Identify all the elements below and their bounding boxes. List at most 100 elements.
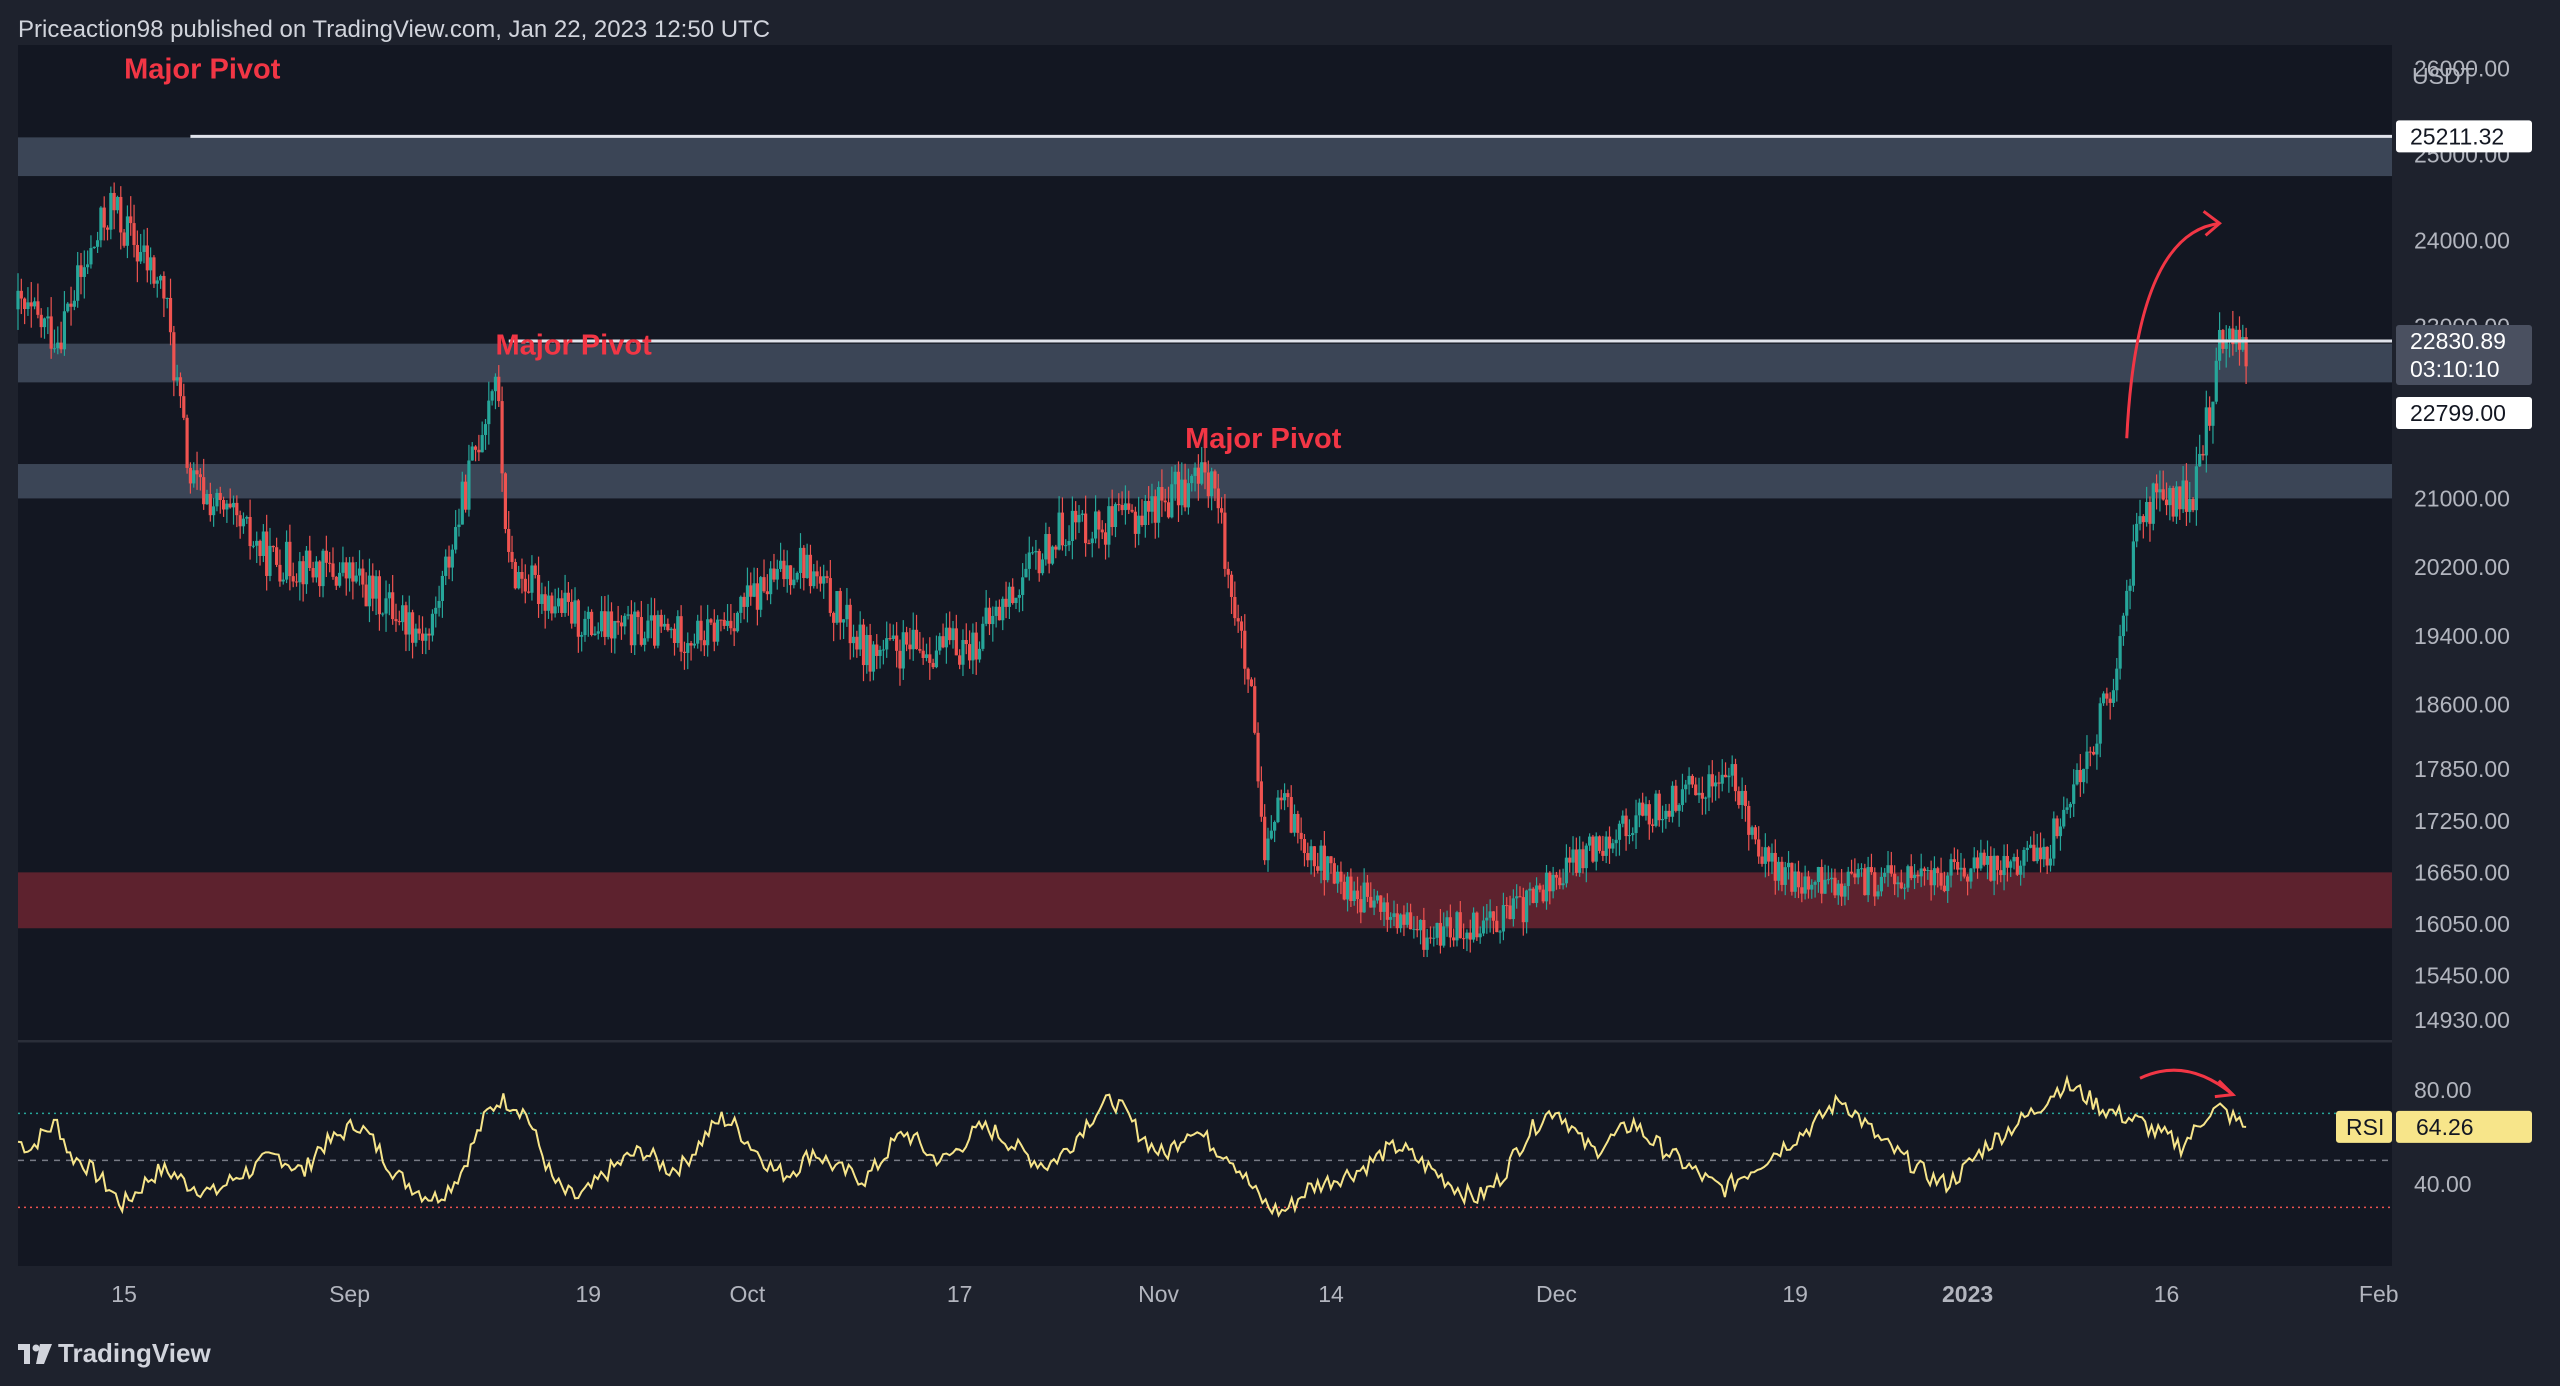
candle-body [832,612,836,623]
candle-body [95,240,100,247]
candle-body [1405,912,1409,925]
candle-body [1017,594,1021,598]
candle-body [546,595,551,611]
candle-body [497,376,501,402]
candle-body [149,257,153,271]
candle-body [580,635,584,637]
candle-body [1452,937,1456,941]
rsi-pane-background [18,1043,2392,1266]
candle-body [1422,919,1426,950]
last-price-tag-text: 22799.00 [2410,400,2506,426]
candle-body [848,604,852,644]
candle-body [2161,489,2165,500]
candle-body [1408,912,1413,930]
candle-body [281,579,285,582]
candle-body [1087,543,1091,545]
candle-body [1710,774,1714,787]
candle-body [1525,890,1529,923]
candle-body [2141,516,2145,523]
candle-body [1418,919,1423,931]
tradingview-brand[interactable]: TradingView [18,1338,211,1369]
candle-body [1223,512,1227,569]
candle-body [195,470,199,475]
candle-body [1389,916,1393,920]
candle-body [1780,861,1784,885]
candle-body [450,549,454,568]
candle-body [722,619,726,626]
candle-body [1200,462,1204,484]
candle-body [92,246,96,249]
candle-body [818,576,822,584]
candle-body [865,635,869,666]
candle-body [928,654,932,663]
time-tick-label: 17 [947,1281,973,1307]
candle-body [1949,859,1953,876]
candle-body [1932,868,1937,886]
candle-body [1176,471,1181,506]
support-zone [18,872,2392,929]
candle-body [702,640,706,646]
candle-body [1558,877,1562,886]
candle-body [1475,912,1479,938]
candle-body [2032,844,2036,862]
candle-body [125,216,130,246]
candle-body [139,251,143,262]
candle-body [2038,847,2043,860]
candle-body [643,638,647,645]
candle-body [1153,496,1157,523]
candle-body [1508,905,1512,920]
candle-body [1365,882,1370,897]
candle-body [241,518,246,527]
candle-body [543,594,547,611]
candle-body [911,629,915,650]
candle-body [1226,568,1230,575]
candle-body [662,623,667,627]
candle-body [2078,769,2082,783]
candle-body [2118,636,2122,669]
candle-body [192,470,196,484]
candle-body [155,280,159,284]
candle-body [2005,855,2009,868]
candle-body [1355,890,1360,900]
candle-body [1120,505,1124,511]
candle-body [2221,329,2225,349]
candle-body [881,649,885,651]
candle-body [1670,785,1675,817]
candle-body [2028,844,2033,848]
candle-body [1448,917,1452,938]
candle-body [1259,781,1263,817]
candle-body [596,631,600,634]
candle-body [66,303,70,312]
candle-body [391,592,395,620]
candle-body [613,620,617,639]
candle-body [2138,516,2142,524]
candle-body [2128,585,2132,591]
candle-body [36,301,40,315]
candle-body [228,503,232,508]
candle-body [122,232,126,246]
candle-body [2075,769,2079,785]
candle-body [1531,888,1535,903]
candle-body [1922,868,1927,872]
candle-body [1962,867,1966,877]
candle-body [2208,407,2212,426]
candle-body [301,561,305,585]
candle-body [1889,865,1893,874]
candle-body [706,619,710,646]
candle-body [417,628,421,634]
candle-body [1747,805,1751,835]
candle-body [178,377,183,397]
candle-body [231,502,236,508]
candle-body [1027,552,1031,569]
candle-body [1491,911,1496,921]
candle-body [984,607,988,624]
candle-body [1382,902,1386,912]
resistance-zone-1 [18,137,2392,177]
candle-body [586,611,590,619]
candle-body [908,644,912,650]
candle-body [1588,836,1592,846]
candle-body [1677,805,1681,811]
candle-body [1037,551,1041,574]
candle-body [2227,328,2232,340]
